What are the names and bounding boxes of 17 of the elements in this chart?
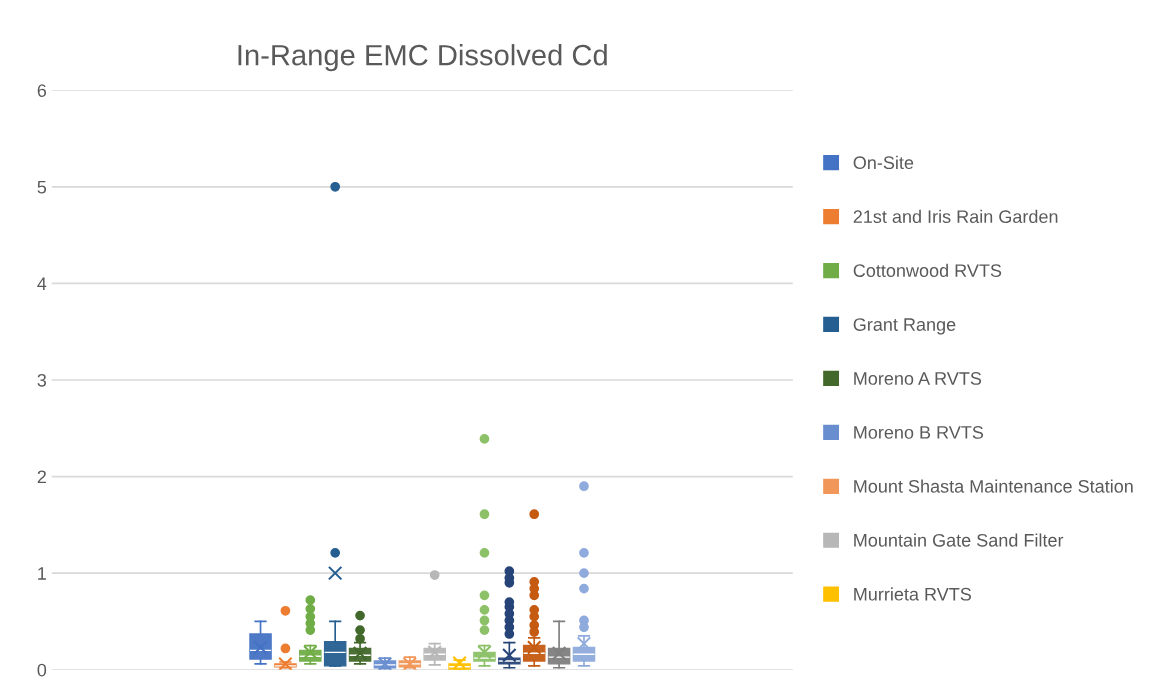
legend-label: On-Site bbox=[853, 155, 914, 170]
legend-label: Moreno B RVTS bbox=[854, 426, 984, 439]
legend-label: Mount Shasta Maintenance Station bbox=[854, 479, 1133, 493]
legend-label: Mountain Gate Sand Filter bbox=[854, 533, 1064, 547]
chart-title: In-Range EMC Dissolved Cd bbox=[238, 44, 607, 72]
y-tick-label: 0 bbox=[37, 663, 47, 677]
y-tick-label: 1 bbox=[38, 567, 46, 580]
legend-label: Cottonwood RVTS bbox=[853, 263, 1002, 277]
y-tick-label: 6 bbox=[37, 84, 47, 97]
y-tick-label: 4 bbox=[37, 277, 47, 290]
y-tick-label: 5 bbox=[37, 180, 47, 194]
legend-label: Murrieta RVTS bbox=[854, 587, 972, 601]
legend-label: Moreno A RVTS bbox=[854, 372, 982, 385]
legend-label: 21st and Iris Rain Garden bbox=[853, 209, 1058, 224]
legend-label: Grant Range bbox=[853, 318, 956, 335]
y-tick-label: 3 bbox=[37, 373, 47, 387]
y-tick-label: 2 bbox=[37, 470, 46, 484]
